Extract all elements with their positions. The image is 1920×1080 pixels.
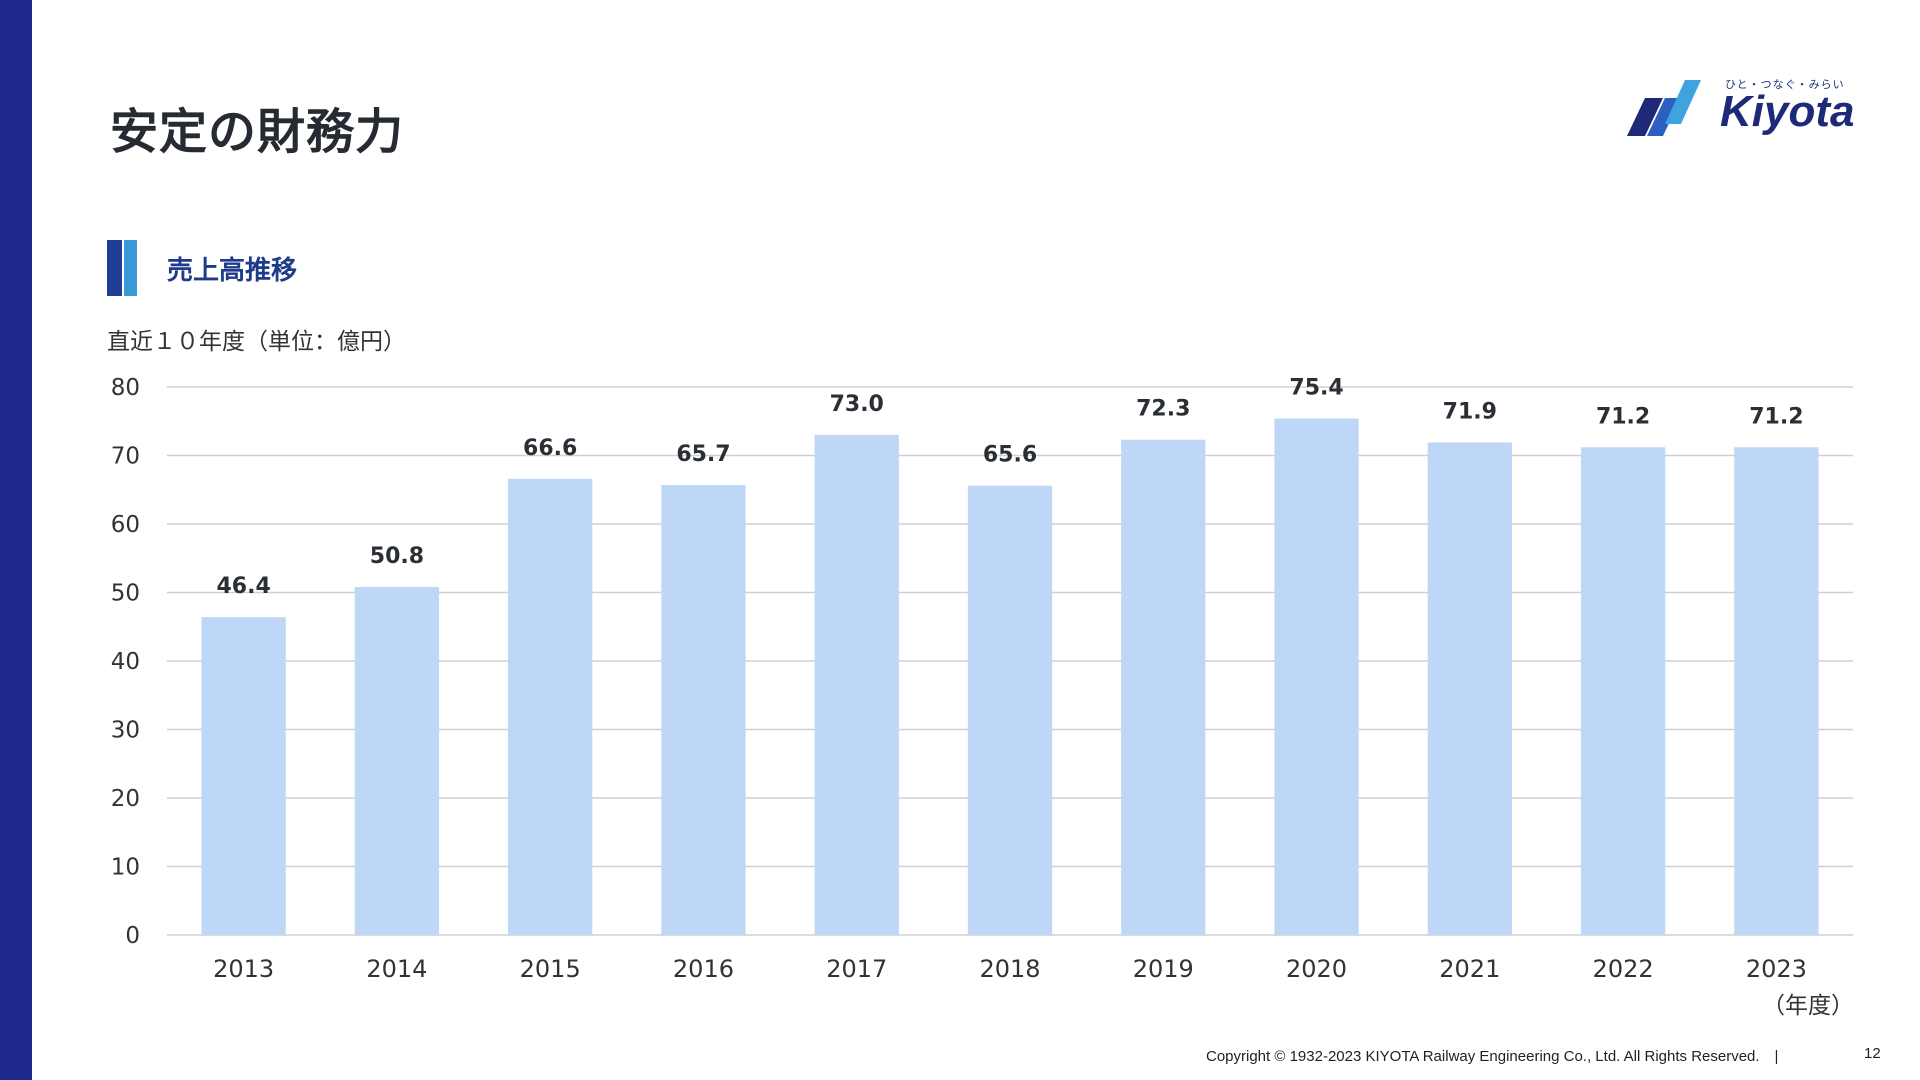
x-tick-label: 2018 xyxy=(979,955,1040,983)
x-tick-label: 2019 xyxy=(1133,955,1194,983)
x-tick-label: 2021 xyxy=(1439,955,1500,983)
x-tick-label: 2023 xyxy=(1746,955,1807,983)
data-label: 46.4 xyxy=(216,574,270,599)
logo-wordmark: Kiyota xyxy=(1720,87,1855,136)
x-axis-ticks: 2013 2014 2015 2016 2017 2018 2019 2020 2021 2022… xyxy=(213,955,1807,983)
y-axis-ticks: 0 10 20 30 40 50 60 70 80 xyxy=(111,375,140,949)
bar-2017 xyxy=(814,434,899,935)
bar-2018 xyxy=(967,485,1053,935)
x-tick-label: 2015 xyxy=(520,955,581,983)
y-tick-label: 80 xyxy=(111,375,140,401)
bar-2014 xyxy=(354,587,440,935)
data-label: 72.3 xyxy=(1136,397,1190,422)
data-labels: 46.4 50.8 66.6 65.7 73.0 65.6 72.3 75.4 71.9 71.2… xyxy=(216,376,1803,600)
y-tick-label: 20 xyxy=(111,786,140,812)
unit-note: 直近１０年度（単位：億円） xyxy=(107,329,406,355)
bar-chart: 0 10 20 30 40 50 60 70 80 46.4 50.8 66.6 65.7 73.0 65… xyxy=(111,375,1854,1019)
page-number: 12 xyxy=(1864,1045,1881,1062)
bar-2023 xyxy=(1734,447,1819,935)
data-label: 50.8 xyxy=(370,544,424,569)
left-accent-bar xyxy=(0,0,32,1080)
x-tick-label: 2016 xyxy=(673,955,734,983)
logo-mark-icon xyxy=(1627,80,1701,136)
x-tick-label: 2013 xyxy=(213,955,274,983)
data-label: 65.7 xyxy=(676,442,730,467)
y-tick-label: 0 xyxy=(125,923,140,949)
bar-2013 xyxy=(201,617,286,935)
data-label: 66.6 xyxy=(523,436,577,461)
x-tick-label: 2017 xyxy=(826,955,887,983)
data-label: 71.2 xyxy=(1749,404,1803,429)
data-label: 65.6 xyxy=(983,443,1037,468)
data-label: 73.0 xyxy=(830,392,884,417)
kiyota-logo: ひと・つなぐ・みらい Kiyota xyxy=(1625,72,1860,142)
section-marker-icon xyxy=(107,240,137,296)
copyright-footer: Copyright © 1932-2023 KIYOTA Railway Eng… xyxy=(1206,1048,1779,1065)
logo-tagline: ひと・つなぐ・みらい xyxy=(1725,78,1845,91)
page-title: 安定の財務力 xyxy=(110,104,405,160)
y-tick-label: 50 xyxy=(111,581,140,607)
x-tick-label: 2014 xyxy=(366,955,427,983)
x-tick-label: 2022 xyxy=(1593,955,1654,983)
x-tick-label: 2020 xyxy=(1286,955,1347,983)
data-label: 75.4 xyxy=(1289,376,1343,401)
bar-2020 xyxy=(1274,418,1359,935)
bar-2016 xyxy=(661,484,746,935)
x-axis-label: （年度） xyxy=(1762,993,1854,1019)
section-title: 売上高推移 xyxy=(167,256,298,286)
y-tick-label: 40 xyxy=(111,649,140,675)
y-tick-label: 30 xyxy=(111,718,140,744)
data-label: 71.2 xyxy=(1596,404,1650,429)
bar-2022 xyxy=(1580,447,1666,935)
y-tick-label: 10 xyxy=(111,855,140,881)
data-label: 71.9 xyxy=(1443,399,1497,424)
bar-2015 xyxy=(508,478,593,935)
y-tick-label: 70 xyxy=(111,444,140,470)
bars xyxy=(201,418,1819,935)
bar-2021 xyxy=(1427,442,1512,935)
bar-2019 xyxy=(1121,439,1206,935)
y-tick-label: 60 xyxy=(111,512,140,538)
